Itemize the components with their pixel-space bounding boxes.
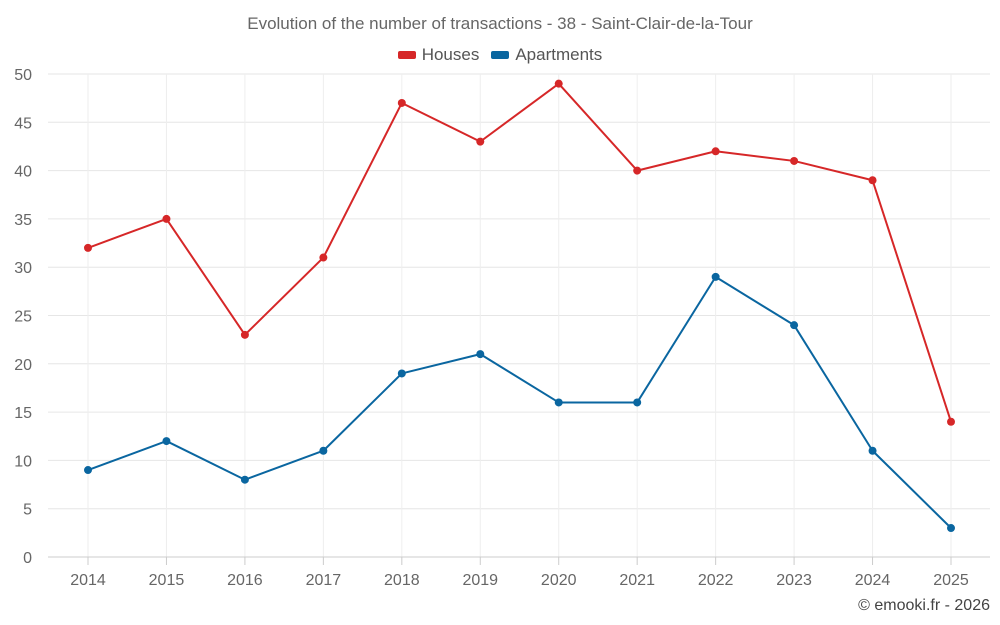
- legend-label-apartments: Apartments: [515, 45, 603, 64]
- data-point-apartments: [868, 446, 877, 455]
- data-point-apartments: [84, 466, 92, 475]
- data-point-apartments: [240, 475, 249, 484]
- data-point-apartments: [711, 272, 720, 281]
- data-point-apartments: [397, 369, 406, 378]
- data-point-houses: [162, 214, 171, 223]
- data-point-apartments: [633, 398, 642, 407]
- data-point-apartments: [319, 446, 328, 455]
- x-tick-label: 2022: [698, 572, 734, 589]
- x-tick-label: 2019: [462, 572, 498, 589]
- y-tick-label: 5: [23, 502, 32, 519]
- data-point-houses: [554, 79, 563, 88]
- x-tick-label: 2020: [541, 572, 577, 589]
- legend-swatch-apartments: [491, 51, 510, 59]
- x-tick-label: 2024: [855, 572, 891, 589]
- y-tick-label: 20: [14, 357, 32, 374]
- data-point-houses: [319, 253, 328, 262]
- chart-title: Evolution of the number of transactions …: [247, 14, 753, 33]
- legend-swatch-houses: [397, 51, 416, 59]
- legend: Houses Apartments: [0, 45, 1000, 65]
- data-point-houses: [397, 98, 406, 107]
- legend-item-apartments[interactable]: Apartments: [491, 45, 602, 65]
- x-tick-label: 2016: [227, 572, 263, 589]
- y-tick-label: 25: [14, 309, 32, 326]
- y-tick-label: 30: [14, 260, 32, 277]
- y-tick-label: 40: [14, 164, 32, 181]
- data-point-houses: [633, 166, 642, 175]
- series-line-apartments: [87, 275, 952, 529]
- data-point-houses: [868, 176, 877, 185]
- legend-label-houses: Houses: [421, 45, 480, 64]
- x-tick-label: 2015: [149, 572, 185, 589]
- x-tick-label: 2021: [619, 572, 655, 589]
- y-tick-label: 45: [14, 115, 32, 132]
- y-tick-label: 35: [14, 212, 32, 229]
- data-point-apartments: [790, 321, 799, 330]
- series-line-houses: [87, 82, 952, 423]
- data-point-houses: [476, 137, 485, 146]
- legend-item-houses[interactable]: Houses: [397, 45, 480, 65]
- x-tick-label: 2023: [776, 572, 812, 589]
- y-tick-label: 10: [14, 453, 32, 470]
- data-point-houses: [240, 330, 249, 339]
- y-tick-label: 50: [14, 67, 32, 84]
- data-point-houses: [84, 243, 92, 252]
- credit: © emooki.fr - 2026: [858, 597, 990, 614]
- data-point-apartments: [476, 350, 485, 359]
- data-point-apartments: [162, 437, 171, 446]
- x-tick-label: 2014: [70, 572, 106, 589]
- y-tick-label: 0: [23, 550, 32, 567]
- x-tick-label: 2018: [384, 572, 420, 589]
- x-tick-label: 2017: [306, 572, 342, 589]
- data-point-houses: [947, 417, 955, 426]
- y-tick-label: 15: [14, 405, 32, 422]
- data-point-houses: [790, 156, 799, 165]
- data-point-apartments: [947, 524, 955, 533]
- x-tick-label: 2025: [933, 572, 969, 589]
- data-point-apartments: [554, 398, 563, 407]
- data-point-houses: [711, 147, 720, 156]
